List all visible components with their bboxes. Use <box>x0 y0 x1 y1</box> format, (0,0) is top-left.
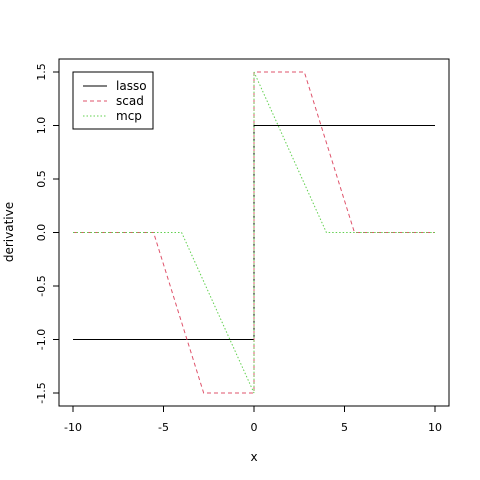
x-tick-label: 5 <box>341 421 348 434</box>
x-axis: -10 -5 0 5 10 <box>64 405 442 434</box>
series-line-mcp <box>73 71 435 394</box>
y-tick-label: 0.0 <box>35 224 48 242</box>
x-tick-label: 10 <box>428 421 442 434</box>
legend-label-scad: scad <box>116 94 144 108</box>
y-tick-label: 0.5 <box>35 170 48 188</box>
y-tick-label: -1.5 <box>35 382 48 403</box>
x-tick-label: 0 <box>251 421 258 434</box>
y-axis-label: derivative <box>2 202 16 262</box>
legend-label-lasso: lasso <box>116 79 147 93</box>
y-tick-label: -1.0 <box>35 329 48 350</box>
x-tick-label: -5 <box>158 421 169 434</box>
x-tick-label: -10 <box>64 421 82 434</box>
x-axis-label: x <box>250 450 257 464</box>
y-tick-label: 1.5 <box>35 63 48 81</box>
y-axis: -1.5 -1.0 -0.5 0.0 0.5 1.0 1.5 <box>35 63 60 404</box>
plot-marks <box>73 71 435 394</box>
y-tick-label: 1.0 <box>35 117 48 135</box>
series-line-scad <box>73 71 435 394</box>
legend-label-mcp: mcp <box>116 109 142 123</box>
y-tick-label: -0.5 <box>35 275 48 296</box>
